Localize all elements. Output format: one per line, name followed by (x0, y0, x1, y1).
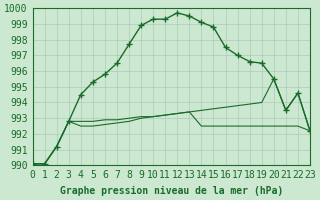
X-axis label: Graphe pression niveau de la mer (hPa): Graphe pression niveau de la mer (hPa) (60, 186, 283, 196)
